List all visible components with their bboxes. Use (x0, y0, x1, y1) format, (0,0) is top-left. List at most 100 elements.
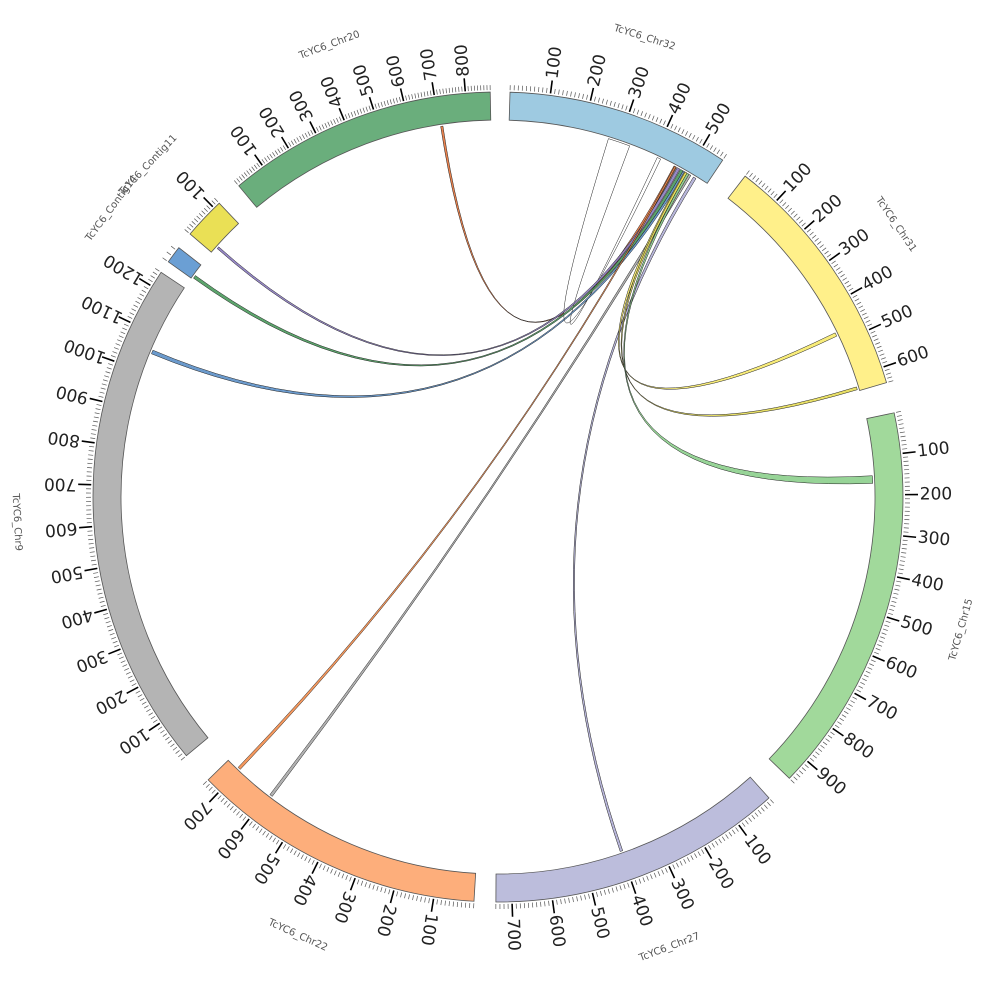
minor-tick (852, 294, 858, 298)
chromosome-arc-contig14 (167, 247, 202, 279)
major-tick (850, 286, 863, 295)
minor-tick (326, 867, 330, 872)
minor-tick (272, 152, 276, 157)
minor-tick (95, 408, 101, 411)
minor-tick (115, 343, 121, 346)
minor-tick (139, 293, 145, 297)
minor-tick (123, 323, 129, 327)
minor-tick (448, 87, 451, 93)
minor-tick (148, 278, 153, 283)
minor-tick (820, 744, 825, 749)
major-tick (868, 323, 882, 331)
minor-tick (809, 231, 814, 236)
minor-tick (901, 552, 907, 554)
minor-tick (386, 100, 389, 106)
major-tick (591, 892, 597, 906)
minor-tick (752, 175, 757, 180)
link-chr32-chr9-4 (151, 170, 686, 398)
minor-tick (127, 675, 133, 679)
minor-tick (582, 93, 584, 99)
minor-tick (384, 888, 387, 894)
minor-tick (135, 300, 141, 304)
minor-tick (255, 826, 260, 831)
minor-tick (88, 454, 94, 456)
tick-label: 400 (664, 80, 696, 118)
minor-tick (623, 883, 626, 889)
minor-tick (429, 90, 432, 96)
minor-tick (445, 88, 447, 94)
minor-tick (98, 596, 104, 599)
minor-tick (576, 896, 578, 902)
major-tick (704, 847, 713, 860)
minor-tick (586, 94, 588, 100)
minor-tick (886, 372, 891, 375)
minor-tick (594, 96, 596, 102)
tick-label: 800 (839, 729, 877, 764)
minor-tick (544, 901, 546, 907)
minor-tick (679, 860, 683, 866)
major-tick (240, 818, 250, 830)
minor-tick (863, 316, 869, 320)
minor-tick (395, 97, 398, 103)
chromosome-label-chr22: TcYC6_Chr22 (265, 917, 329, 954)
minor-tick (900, 556, 906, 558)
minor-tick (901, 548, 907, 550)
minor-tick (875, 648, 881, 651)
minor-tick (848, 287, 854, 291)
minor-tick (901, 439, 907, 442)
minor-tick (416, 895, 418, 901)
minor-tick (897, 572, 903, 575)
minor-tick (893, 592, 899, 595)
minor-tick (874, 651, 880, 655)
minor-tick (349, 876, 352, 882)
minor-tick (196, 215, 201, 220)
minor-tick (897, 419, 903, 421)
minor-tick (761, 183, 766, 188)
minor-tick (880, 357, 886, 360)
minor-tick (277, 148, 281, 154)
minor-tick (876, 345, 882, 349)
major-tick (108, 648, 121, 655)
minor-tick (796, 216, 801, 221)
minor-tick (175, 750, 180, 754)
tick-label: 600 (894, 342, 931, 371)
minor-tick (100, 387, 106, 390)
minor-tick (399, 96, 401, 102)
major-tick (118, 316, 131, 324)
minor-tick (94, 412, 100, 415)
minor-tick (862, 312, 867, 316)
minor-tick (189, 223, 194, 228)
minor-tick (117, 339, 122, 342)
chromosome-label-chr32: TcYC6_Chr32 (611, 23, 676, 53)
minor-tick (290, 848, 294, 854)
major-tick (254, 154, 263, 166)
minor-tick (162, 257, 167, 261)
chromosome-arc-chr15 (768, 412, 904, 779)
minor-tick (135, 690, 141, 694)
minor-tick (448, 901, 450, 907)
minor-tick (117, 652, 123, 656)
major-tick (101, 356, 115, 362)
minor-tick (353, 110, 357, 116)
major-tick (896, 576, 910, 581)
minor-tick (93, 576, 99, 578)
minor-tick (882, 361, 888, 364)
minor-tick (892, 596, 898, 599)
major-tick (628, 99, 635, 113)
minor-tick (141, 701, 147, 705)
minor-tick (632, 108, 636, 114)
major-tick (94, 608, 108, 614)
minor-tick (843, 710, 849, 715)
minor-tick (817, 748, 823, 752)
minor-tick (157, 726, 163, 730)
minor-tick (89, 445, 95, 448)
minor-tick (570, 91, 572, 97)
major-tick (389, 890, 395, 904)
minor-tick (90, 555, 96, 558)
minor-tick (867, 323, 873, 327)
minor-tick (440, 900, 442, 906)
minor-tick (659, 118, 663, 124)
minor-tick (236, 811, 240, 816)
major-tick (832, 727, 844, 737)
